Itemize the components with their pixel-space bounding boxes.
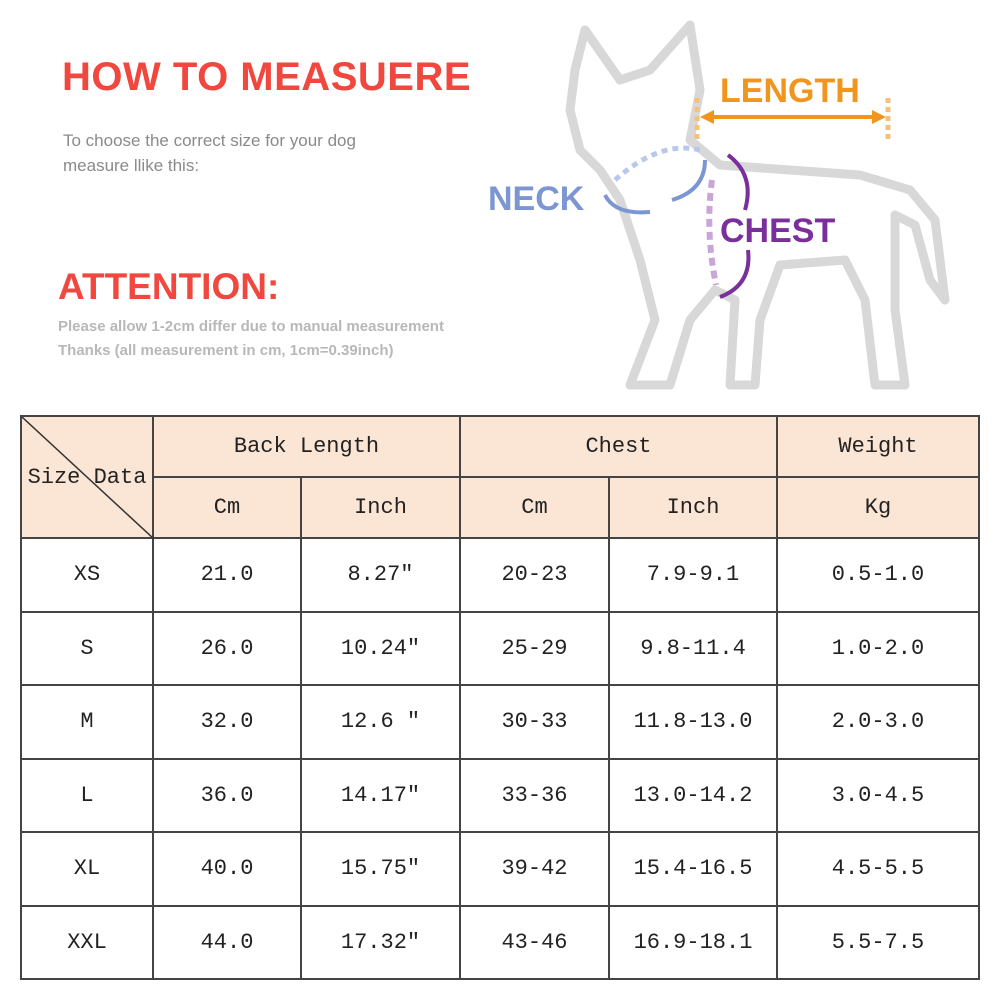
length-label: LENGTH xyxy=(720,72,860,110)
value-cell: 10.24″ xyxy=(300,610,461,686)
value-cell: 33-36 xyxy=(459,757,610,833)
group-header: Back Length xyxy=(152,415,461,478)
value-cell: 32.0 xyxy=(152,684,302,760)
size-table: Size Data Back Length Chest Weight Cm In… xyxy=(20,415,980,980)
size-cell: L xyxy=(20,757,154,833)
value-cell: 21.0 xyxy=(152,537,302,613)
unit-header: Kg xyxy=(776,476,980,539)
attention-heading: ATTENTION: xyxy=(58,266,280,307)
chest-label: CHEST xyxy=(720,212,836,250)
page-title: HOW TO MEASUERE xyxy=(62,55,472,99)
dog-measure-illustration xyxy=(565,20,950,390)
value-cell: 20-23 xyxy=(459,537,610,613)
value-cell: 7.9-9.1 xyxy=(608,537,778,613)
table-row: XL 40.0 15.75″ 39-42 15.4-16.5 4.5-5.5 xyxy=(20,831,980,907)
table-row: L 36.0 14.17″ 33-36 13.0-14.2 3.0-4.5 xyxy=(20,757,980,833)
value-cell: 25-29 xyxy=(459,610,610,686)
corner-header: Size Data xyxy=(20,415,154,539)
neck-arrow xyxy=(603,193,651,215)
value-cell: 9.8-11.4 xyxy=(608,610,778,686)
size-cell: XL xyxy=(20,831,154,907)
value-cell: 13.0-14.2 xyxy=(608,757,778,833)
table-row: M 32.0 12.6 ″ 30-33 11.8-13.0 2.0-3.0 xyxy=(20,684,980,760)
value-cell: 30-33 xyxy=(459,684,610,760)
dog-outline xyxy=(565,20,950,390)
value-cell: 0.5-1.0 xyxy=(776,537,980,613)
unit-header: Inch xyxy=(608,476,778,539)
attention-note: Please allow 1-2cm differ due to manual … xyxy=(58,315,513,363)
value-cell: 11.8-13.0 xyxy=(608,684,778,760)
unit-header: Inch xyxy=(300,476,461,539)
value-cell: 15.4-16.5 xyxy=(608,831,778,907)
instruction-line: measure llike this: xyxy=(63,156,200,175)
value-cell: 44.0 xyxy=(152,904,302,980)
value-cell: 40.0 xyxy=(152,831,302,907)
value-cell: 2.0-3.0 xyxy=(776,684,980,760)
value-cell: 16.9-18.1 xyxy=(608,904,778,980)
size-cell: M xyxy=(20,684,154,760)
note-line: Please allow 1-2cm differ due to manual … xyxy=(58,318,444,335)
size-cell: S xyxy=(20,610,154,686)
unit-header: Cm xyxy=(152,476,302,539)
group-header: Chest xyxy=(459,415,778,478)
table-row: S 26.0 10.24″ 25-29 9.8-11.4 1.0-2.0 xyxy=(20,610,980,686)
table-row: XS 21.0 8.27″ 20-23 7.9-9.1 0.5-1.0 xyxy=(20,537,980,613)
value-cell: 1.0-2.0 xyxy=(776,610,980,686)
unit-header: Cm xyxy=(459,476,610,539)
value-cell: 12.6 ″ xyxy=(300,684,461,760)
value-cell: 3.0-4.5 xyxy=(776,757,980,833)
value-cell: 14.17″ xyxy=(300,757,461,833)
note-line: Thanks (all measurement in cm, 1cm=0.39i… xyxy=(58,342,394,359)
instructions: To choose the correct size for your dog … xyxy=(63,128,356,178)
chest-arrow xyxy=(726,153,750,211)
value-cell: 4.5-5.5 xyxy=(776,831,980,907)
instruction-line: To choose the correct size for your dog xyxy=(63,131,356,150)
value-cell: 43-46 xyxy=(459,904,610,980)
value-cell: 15.75″ xyxy=(300,831,461,907)
value-cell: 8.27″ xyxy=(300,537,461,613)
value-cell: 36.0 xyxy=(152,757,302,833)
size-cell: XS xyxy=(20,537,154,613)
value-cell: 17.32″ xyxy=(300,904,461,980)
group-header: Weight xyxy=(776,415,980,478)
size-cell: XXL xyxy=(20,904,154,980)
table-row: XXL 44.0 17.32″ 43-46 16.9-18.1 5.5-7.5 xyxy=(20,904,980,980)
value-cell: 39-42 xyxy=(459,831,610,907)
value-cell: 5.5-7.5 xyxy=(776,904,980,980)
neck-label: NECK xyxy=(488,180,585,218)
value-cell: 26.0 xyxy=(152,610,302,686)
